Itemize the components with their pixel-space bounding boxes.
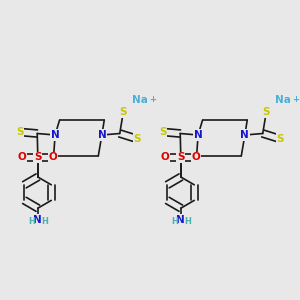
Text: S: S [262,107,270,117]
Text: H: H [184,217,191,226]
Text: N: N [98,130,106,140]
Text: H: H [41,217,48,226]
Text: O: O [161,152,170,163]
Text: N: N [241,130,249,140]
Text: Na: Na [132,95,148,105]
Text: S: S [16,127,24,137]
Text: O: O [49,152,58,163]
Text: N: N [51,130,59,140]
Text: H: H [28,217,35,226]
Text: S: S [133,134,141,144]
Text: +: + [148,95,156,104]
Text: S: S [34,152,42,163]
Text: H: H [171,217,178,226]
Text: S: S [276,134,284,144]
Text: N: N [194,130,203,140]
Text: S: S [177,152,184,163]
Text: O: O [192,152,201,163]
Text: Na: Na [275,95,291,105]
Text: N: N [34,215,42,225]
Text: S: S [159,127,167,137]
Text: O: O [18,152,27,163]
Text: N: N [176,215,185,225]
Text: S: S [120,107,127,117]
Text: +: + [292,95,298,104]
